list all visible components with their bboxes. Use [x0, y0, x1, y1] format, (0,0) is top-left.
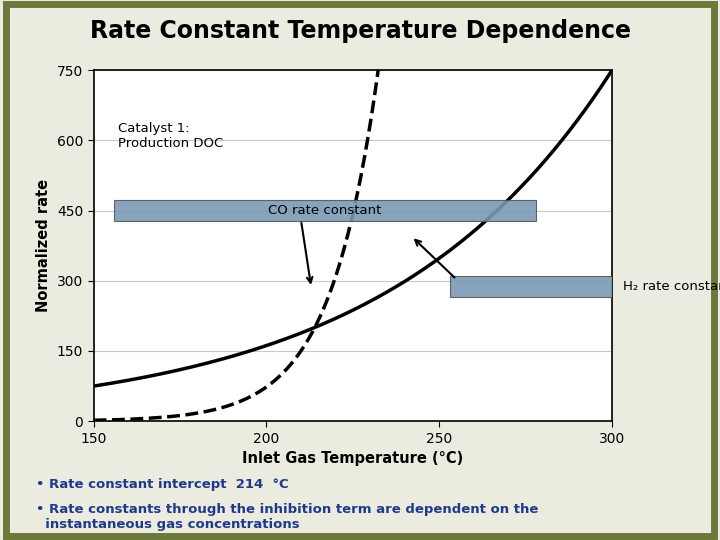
Text: Catalyst 1:
Production DOC: Catalyst 1: Production DOC: [118, 122, 223, 150]
Text: CO rate constant: CO rate constant: [269, 204, 382, 217]
Text: • Rate constant intercept  214  °C: • Rate constant intercept 214 °C: [36, 478, 289, 491]
FancyBboxPatch shape: [449, 276, 720, 296]
Y-axis label: Normalized rate: Normalized rate: [36, 179, 51, 312]
X-axis label: Inlet Gas Temperature (°C): Inlet Gas Temperature (°C): [242, 451, 464, 466]
Text: • Rate constants through the inhibition term are dependent on the
  instantaneou: • Rate constants through the inhibition …: [36, 503, 539, 531]
Text: H₂ rate constant: H₂ rate constant: [624, 280, 720, 293]
Text: Rate Constant Temperature Dependence: Rate Constant Temperature Dependence: [89, 19, 631, 43]
FancyBboxPatch shape: [6, 4, 714, 536]
FancyBboxPatch shape: [114, 200, 536, 221]
